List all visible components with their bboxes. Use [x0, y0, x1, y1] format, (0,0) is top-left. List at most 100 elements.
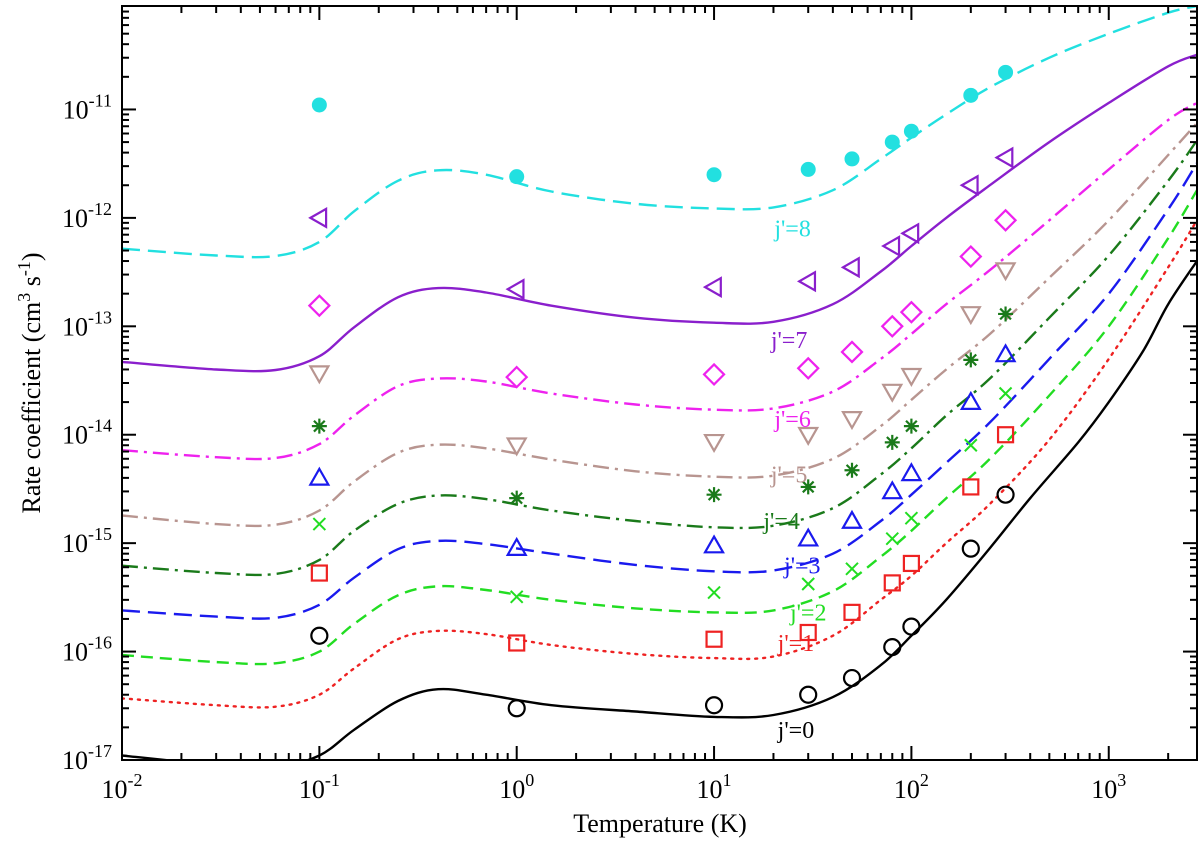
y-axis-title: Rate coefficient (cm3 s-1)	[14, 252, 46, 513]
data-point-marker	[508, 634, 526, 652]
data-point-marker	[998, 64, 1014, 80]
data-point-marker	[705, 630, 723, 648]
series-line-1	[122, 219, 1197, 709]
x-tick-label: 103	[1091, 770, 1126, 804]
series-line-5	[122, 122, 1197, 528]
data-point-marker	[903, 418, 919, 434]
series-label-6: j'=6	[773, 407, 811, 433]
data-point-marker	[509, 169, 525, 185]
data-point-marker	[307, 294, 331, 318]
data-point-marker	[800, 479, 816, 495]
data-point-marker	[841, 411, 863, 431]
series-label-2: j'=2	[789, 600, 827, 626]
data-point-marker	[843, 603, 861, 621]
data-point-marker	[796, 270, 817, 293]
tick-labels-layer: 10-2 10-1 100 101 102 103 10-17 10-16 10-15 10-14…	[62, 90, 1126, 804]
series-line-7	[122, 53, 1197, 373]
data-point-marker	[310, 564, 328, 582]
y-tick-label: 10-11	[63, 90, 112, 124]
data-point-marker	[959, 390, 982, 410]
data-point-marker	[844, 151, 860, 167]
data-point-marker	[797, 426, 820, 446]
data-point-marker	[902, 617, 921, 636]
series-line-3	[122, 162, 1197, 620]
y-axis-title-end: )	[17, 252, 46, 261]
data-point-marker	[994, 343, 1017, 363]
data-point-marker	[509, 590, 524, 604]
data-point-marker	[799, 623, 817, 642]
data-point-marker	[308, 466, 331, 486]
data-point-marker	[707, 585, 721, 600]
data-point-marker	[884, 434, 900, 450]
data-point-marker	[881, 480, 904, 500]
data-point-marker	[883, 574, 901, 592]
x-tick-label: 101	[697, 770, 732, 804]
data-point-marker	[885, 531, 899, 546]
series-line-6	[122, 101, 1197, 461]
data-point-marker	[505, 278, 525, 301]
data-point-marker	[883, 637, 902, 657]
data-point-marker	[799, 685, 818, 704]
y-tick-label: 10-14	[62, 416, 112, 450]
data-point-marker	[899, 300, 923, 324]
data-point-marker	[505, 365, 529, 389]
markers-layer	[307, 64, 1018, 718]
data-point-marker	[959, 306, 982, 326]
data-point-marker	[959, 244, 983, 269]
data-point-marker	[312, 517, 327, 531]
data-point-marker	[904, 511, 919, 525]
data-point-marker	[703, 534, 725, 554]
data-point-marker	[964, 438, 978, 452]
data-point-marker	[961, 539, 980, 558]
data-point-marker	[800, 161, 816, 177]
data-point-marker	[706, 487, 722, 503]
x-tick-label: 10-1	[299, 770, 340, 804]
data-point-marker	[996, 485, 1015, 504]
data-point-marker	[996, 426, 1015, 444]
data-point-marker	[507, 699, 526, 718]
data-point-marker	[959, 174, 979, 197]
data-point-marker	[505, 536, 528, 556]
data-point-marker	[702, 362, 726, 386]
y-axis-title-sup2: -1	[14, 261, 34, 276]
series-label-5: j'=5	[770, 462, 808, 488]
data-point-marker	[998, 386, 1013, 401]
data-point-marker	[311, 418, 327, 434]
x-tick-label: 100	[499, 770, 534, 804]
data-point-marker	[900, 222, 920, 245]
data-point-marker	[703, 433, 725, 454]
curves-layer	[122, 6, 1197, 760]
y-axis-title-mid: s	[17, 276, 46, 293]
series-label-4: j'=4	[762, 509, 800, 535]
y-tick-label: 10-13	[62, 307, 112, 341]
data-point-marker	[509, 490, 525, 506]
data-point-marker	[797, 527, 820, 547]
plot-frame	[121, 5, 1198, 761]
data-point-marker	[311, 97, 327, 113]
x-axis-title: Temperature (K)	[573, 809, 747, 838]
data-point-marker	[842, 668, 862, 688]
y-tick-label: 10-15	[62, 524, 112, 558]
data-point-marker	[994, 146, 1014, 169]
y-tick-label: 10-17	[62, 741, 112, 775]
data-point-marker	[963, 87, 979, 103]
data-point-marker	[702, 276, 722, 298]
data-point-marker	[994, 208, 1018, 232]
y-axis-title-sup1: 3	[14, 293, 34, 302]
data-point-marker	[900, 462, 923, 482]
data-point-marker	[796, 356, 820, 380]
series-line-2	[122, 189, 1197, 666]
data-point-marker	[308, 206, 328, 229]
data-point-marker	[900, 367, 923, 387]
ticks-layer	[121, 5, 1197, 761]
data-point-marker	[840, 256, 860, 279]
series-label-3: j'=3	[783, 554, 821, 580]
series-label-1: j'=1	[777, 631, 815, 657]
data-point-marker	[998, 306, 1014, 322]
series-line-4	[122, 139, 1197, 577]
data-point-marker	[881, 235, 901, 257]
data-point-marker	[880, 314, 904, 338]
data-point-marker	[505, 437, 528, 457]
series-label-0: j'=0	[777, 718, 815, 744]
